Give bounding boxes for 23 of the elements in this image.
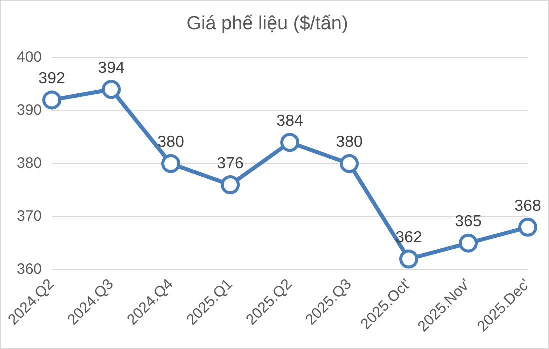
data-label: 365 [455,214,482,231]
point [400,250,419,269]
data-label: 380 [336,134,363,152]
data-label: 376 [217,155,244,172]
y-tick-label: 360 [16,260,42,278]
y-tick-label: 390 [16,102,42,119]
point [280,133,300,152]
point [459,234,478,253]
data-label: 384 [276,113,304,130]
y-tick-label: 400 [16,48,42,66]
y-tick-label: 370 [16,208,42,225]
chart-title: Giá phế liệu ($/tấn) [186,14,348,35]
y-tick-label: 380 [16,154,42,172]
point [221,176,240,195]
data-label: 380 [158,134,184,152]
data-label: 392 [38,70,66,88]
data-label: 394 [98,60,125,78]
data-label: 368 [514,198,542,215]
point [42,90,62,110]
point [162,154,181,174]
point [340,154,360,174]
point [518,218,538,237]
point [102,80,122,100]
